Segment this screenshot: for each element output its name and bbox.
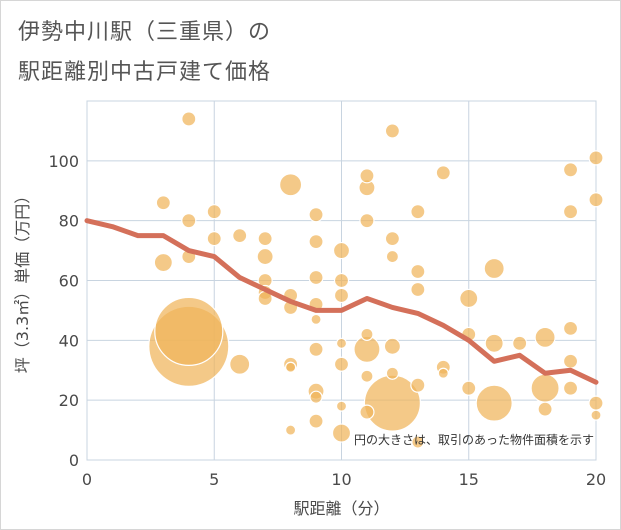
- bubble-point: [335, 337, 348, 349]
- x-tick-label: 10: [331, 470, 351, 489]
- bubble-point: [181, 213, 197, 229]
- bubble-point: [435, 165, 451, 181]
- bubble-point: [562, 204, 579, 220]
- bubble-point: [385, 249, 399, 264]
- bubble-point: [279, 173, 303, 197]
- bubble-point: [562, 353, 579, 369]
- y-tick-label: 40: [59, 331, 79, 350]
- chart-title-line1: 伊勢中川駅（三重県）の: [18, 20, 272, 45]
- bubble-point: [359, 404, 375, 420]
- x-tick-label: 15: [459, 470, 479, 489]
- bubble-point: [484, 333, 504, 353]
- bubble-point: [475, 384, 513, 422]
- bubble-point: [410, 281, 426, 298]
- bubble-size-note: 円の大きさは、取引のあった物件面積を示す: [354, 432, 594, 447]
- bubble-point: [308, 234, 324, 250]
- bubble-point: [333, 272, 350, 289]
- bubble-point: [359, 213, 375, 229]
- bubble-point: [285, 424, 297, 436]
- bubble-point: [410, 263, 426, 280]
- x-tick-label: 20: [586, 470, 606, 489]
- bubble-point: [360, 369, 374, 383]
- y-tick-label: 100: [48, 152, 79, 171]
- bubble-point: [562, 162, 579, 178]
- bubble-point: [308, 413, 324, 429]
- bubble-point: [534, 326, 556, 348]
- bubble-point: [385, 366, 399, 380]
- x-tick-label: 5: [209, 470, 219, 489]
- bubble-point: [155, 195, 171, 211]
- bubble-point: [590, 409, 602, 421]
- bubble-point: [331, 423, 352, 443]
- bubble-point: [206, 204, 222, 220]
- bubble-point: [461, 380, 477, 396]
- bubble-series: [148, 111, 604, 449]
- bubble-point: [459, 288, 479, 309]
- bubble-point: [588, 150, 604, 166]
- bubble-point: [154, 296, 224, 366]
- bubble-point: [335, 400, 348, 412]
- bubble-point: [437, 367, 449, 379]
- y-tick-label: 20: [59, 391, 79, 410]
- bubble-point: [256, 247, 274, 266]
- bubble-point: [308, 207, 324, 223]
- bubble-point: [360, 327, 374, 341]
- bubble-point: [537, 401, 553, 417]
- bubble-point: [310, 313, 322, 325]
- y-tick-label: 80: [59, 212, 79, 231]
- bubble-point: [206, 231, 222, 247]
- bubble-point: [309, 390, 323, 404]
- bubble-point: [384, 231, 400, 247]
- bubble-point: [332, 241, 351, 260]
- y-tick-label: 60: [59, 272, 79, 291]
- bubble-point: [384, 123, 400, 139]
- bubble-point: [308, 269, 324, 286]
- bubble-point: [512, 335, 528, 351]
- bubble-point: [257, 231, 273, 247]
- bubble-point: [588, 395, 604, 411]
- bubble-point: [333, 287, 350, 304]
- bubble-point: [229, 353, 251, 375]
- bubble-point: [232, 228, 248, 244]
- bubble-point: [308, 341, 324, 357]
- bubble-point: [410, 204, 426, 220]
- bubble-point: [285, 361, 297, 373]
- axis-ticks: 0 5 10 15 20 0 20 40 60 80 100: [48, 152, 606, 489]
- trend-line: [84, 218, 599, 385]
- bubble-point: [153, 252, 173, 273]
- bubble-point: [530, 373, 560, 403]
- bubble-point: [411, 435, 425, 449]
- bubble-point: [562, 320, 579, 336]
- bubble-point: [181, 111, 197, 127]
- bubble-point: [588, 192, 604, 208]
- x-axis-label: 駅距離（分）: [293, 499, 389, 518]
- bubble-point: [333, 356, 350, 372]
- bubble-point: [410, 377, 426, 393]
- x-tick-label: 0: [82, 470, 92, 489]
- bubble-point: [562, 380, 579, 396]
- chart-title-line2: 駅距離別中古戸建て価格: [18, 60, 272, 85]
- bubble-point: [483, 257, 505, 280]
- bubble-point: [383, 337, 401, 355]
- bubble-point: [359, 168, 375, 184]
- y-tick-label: 0: [69, 451, 79, 470]
- y-axis-label: 坪（3.3㎡）単価（万円）: [13, 188, 32, 373]
